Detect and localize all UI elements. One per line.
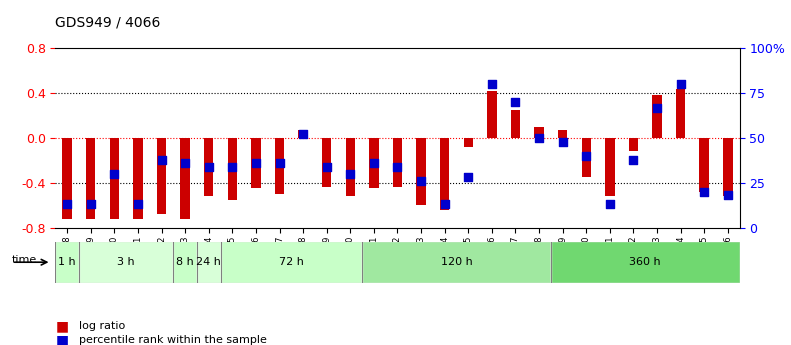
Point — [155, 157, 168, 162]
Point — [85, 201, 97, 207]
Point — [462, 175, 475, 180]
Point — [179, 160, 191, 166]
Point — [414, 178, 427, 184]
FancyBboxPatch shape — [55, 241, 79, 283]
Bar — [464, 138, 473, 147]
FancyBboxPatch shape — [79, 241, 173, 283]
Point — [604, 201, 616, 207]
Point — [580, 153, 592, 159]
Point — [391, 164, 403, 169]
Text: ■: ■ — [55, 333, 69, 345]
Bar — [133, 138, 142, 219]
Bar — [322, 138, 331, 187]
Point — [486, 81, 498, 87]
Text: time: time — [12, 256, 37, 265]
Bar — [487, 91, 497, 138]
FancyBboxPatch shape — [173, 241, 197, 283]
Bar — [110, 138, 119, 219]
Point — [721, 193, 734, 198]
Text: percentile rank within the sample: percentile rank within the sample — [79, 335, 267, 345]
Point — [368, 160, 380, 166]
Point — [556, 139, 569, 144]
Point — [344, 171, 357, 177]
Point — [61, 201, 74, 207]
Text: log ratio: log ratio — [79, 321, 125, 331]
Bar — [369, 138, 379, 188]
Bar — [535, 127, 543, 138]
Point — [226, 164, 239, 169]
Bar — [346, 138, 355, 196]
Text: ■: ■ — [55, 319, 69, 333]
Point — [108, 171, 121, 177]
Point — [202, 164, 215, 169]
Text: 1 h: 1 h — [59, 257, 76, 267]
Point — [438, 201, 451, 207]
FancyBboxPatch shape — [551, 241, 740, 283]
Point — [297, 132, 309, 137]
Bar — [62, 138, 72, 219]
Bar — [440, 138, 449, 210]
Point — [532, 135, 545, 141]
FancyBboxPatch shape — [362, 241, 551, 283]
Bar — [416, 138, 426, 205]
Bar — [629, 138, 638, 151]
Bar — [228, 138, 237, 200]
Text: 24 h: 24 h — [196, 257, 221, 267]
Text: 360 h: 360 h — [630, 257, 661, 267]
Bar — [393, 138, 402, 187]
Point — [273, 160, 286, 166]
FancyBboxPatch shape — [197, 241, 221, 283]
Text: GDS949 / 4066: GDS949 / 4066 — [55, 16, 161, 30]
Bar — [723, 138, 732, 196]
Point — [131, 201, 144, 207]
Bar — [204, 138, 214, 196]
Point — [509, 99, 522, 105]
Bar — [180, 138, 190, 219]
Point — [250, 160, 263, 166]
Point — [320, 164, 333, 169]
Text: 120 h: 120 h — [441, 257, 472, 267]
Point — [651, 105, 664, 110]
Point — [627, 157, 640, 162]
Bar — [511, 110, 520, 138]
Text: 8 h: 8 h — [176, 257, 194, 267]
Point — [698, 189, 710, 195]
Point — [674, 81, 687, 87]
Bar — [157, 138, 166, 214]
Bar — [676, 89, 685, 138]
FancyBboxPatch shape — [221, 241, 362, 283]
Bar — [699, 138, 709, 192]
Bar — [605, 138, 615, 196]
Bar — [274, 138, 284, 194]
Bar — [298, 130, 308, 138]
Bar — [653, 95, 662, 138]
Bar — [86, 138, 96, 219]
Bar — [252, 138, 260, 188]
Bar — [558, 130, 567, 138]
Bar — [581, 138, 591, 177]
Text: 3 h: 3 h — [117, 257, 135, 267]
Text: 72 h: 72 h — [279, 257, 304, 267]
